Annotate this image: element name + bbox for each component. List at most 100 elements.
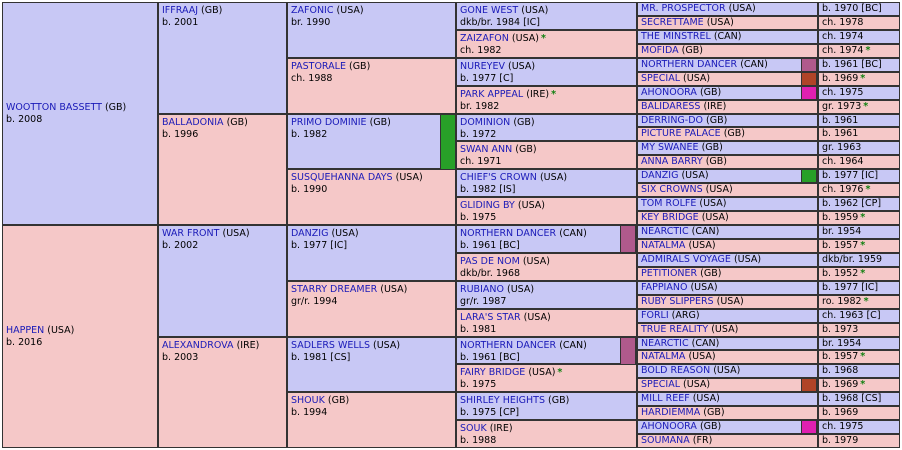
horse-name-link[interactable]: FORLI bbox=[641, 309, 669, 321]
horse-name-link[interactable]: DANZIG bbox=[641, 170, 679, 182]
horse-name-link[interactable]: HAPPEN bbox=[6, 324, 45, 336]
horse-info: b. 1957 bbox=[822, 239, 859, 251]
horse-name-link[interactable]: MOFIDA bbox=[641, 44, 679, 56]
horse-name-link[interactable]: RUBY SLIPPERS bbox=[641, 295, 714, 307]
horse-name-link[interactable]: DANZIG bbox=[291, 228, 329, 239]
horse-info: b. 1968 bbox=[822, 365, 859, 377]
horse-cell: SADLERS WELLS (USA) b. 1981 [CS] bbox=[287, 336, 456, 393]
horse-name-link[interactable]: NATALMA bbox=[641, 239, 686, 251]
horse-name-link[interactable]: SHIRLEY HEIGHTS bbox=[460, 395, 545, 407]
horse-info: ch. 1964 bbox=[822, 156, 864, 168]
horse-info-cell: ch. 1964 bbox=[818, 155, 900, 170]
horse-info: gr/r. 1994 bbox=[291, 295, 338, 307]
horse-name-link[interactable]: IFFRAAJ bbox=[162, 5, 199, 16]
horse-cell: ZAFONIC (USA) br. 1990 bbox=[287, 2, 456, 58]
horse-name-link[interactable]: NEARCTIC bbox=[641, 337, 689, 349]
horse-name-link[interactable]: SWAN ANN bbox=[460, 144, 513, 156]
horse-name-link[interactable]: BOLD REASON bbox=[641, 365, 711, 377]
horse-nationality: (GB) bbox=[327, 395, 350, 407]
horse-name-link[interactable]: ZAIZAFON bbox=[460, 32, 509, 44]
horse-name-link[interactable]: NATALMA bbox=[641, 351, 686, 363]
horse-name-link[interactable]: THE MINSTREL bbox=[641, 30, 711, 42]
horse-info: b. 1975 bbox=[460, 379, 497, 391]
horse-name-link[interactable]: CHIEF'S CROWN bbox=[460, 172, 537, 184]
horse-name-link[interactable]: MY SWANEE bbox=[641, 142, 699, 154]
horse-nationality: (GB) bbox=[701, 142, 723, 154]
horse-name-link[interactable]: TOM ROLFE bbox=[641, 198, 697, 210]
horse-name-link[interactable]: KEY BRIDGE bbox=[641, 212, 699, 224]
horse-cell: STARRY DREAMER (USA) gr/r. 1994 bbox=[287, 280, 456, 337]
horse-name-link[interactable]: DOMINION bbox=[460, 116, 511, 128]
horse-info-cell: b. 1968 [CS] bbox=[818, 392, 900, 407]
horse-name-link[interactable]: AHONOORA bbox=[641, 421, 697, 433]
horse-line: HAPPEN (USA) bbox=[6, 325, 154, 337]
horse-name-link[interactable]: NORTHERN DANCER bbox=[460, 339, 557, 351]
horse-name-link[interactable]: NUREYEV bbox=[460, 60, 505, 72]
horse-name-link[interactable]: SPECIAL bbox=[641, 379, 680, 391]
horse-name-link[interactable]: MILL REEF bbox=[641, 393, 690, 405]
horse-info: b. 1972 bbox=[460, 128, 497, 140]
horse-name-link[interactable]: RUBIANO bbox=[460, 283, 504, 295]
horse-name-link[interactable]: MR. PROSPECTOR bbox=[641, 3, 726, 14]
horse-nationality: (GB) bbox=[723, 128, 745, 140]
horse-name-link[interactable]: GONE WEST bbox=[460, 5, 519, 16]
horse-info-cell: b. 1973 bbox=[818, 322, 900, 337]
horse-line: LARA'S STAR (USA) bbox=[460, 312, 633, 324]
horse-nationality: (USA) bbox=[331, 228, 359, 239]
horse-name-link[interactable]: NORTHERN DANCER bbox=[641, 58, 738, 70]
horse-line: STARRY DREAMER (USA) bbox=[291, 284, 452, 296]
horse-name-link[interactable]: WOOTTON BASSETT bbox=[6, 101, 102, 113]
horse-name-link[interactable]: PARK APPEAL bbox=[460, 88, 524, 100]
horse-cell: NORTHERN DANCER (CAN) b. 1961 [BC] bbox=[456, 225, 637, 253]
horse-line: RUBIANO (USA) bbox=[460, 284, 633, 296]
horse-cell: TOM ROLFE (USA) bbox=[637, 197, 818, 212]
horse-name-link[interactable]: TRUE REALITY bbox=[641, 323, 709, 335]
horse-name-link[interactable]: PICTURE PALACE bbox=[641, 128, 721, 140]
horse-name-link[interactable]: ADMIRALS VOYAGE bbox=[641, 253, 731, 265]
horse-name-link[interactable]: NORTHERN DANCER bbox=[460, 228, 557, 239]
horse-info: b. 1982 bbox=[291, 128, 328, 140]
horse-name-link[interactable]: FAPPIANO bbox=[641, 281, 688, 293]
horse-name-link[interactable]: GLIDING BY bbox=[460, 200, 515, 212]
horse-name-link[interactable]: DERRING-DO bbox=[641, 114, 704, 126]
horse-info: b. 1961 [BC] bbox=[460, 351, 520, 363]
horse-name-link[interactable]: ALEXANDROVA bbox=[162, 339, 234, 351]
horse-info-cell: br. 1954 bbox=[818, 225, 900, 239]
horse-name-link[interactable]: FAIRY BRIDGE bbox=[460, 367, 526, 379]
horse-cell: SUSQUEHANNA DAYS (USA) b. 1990 bbox=[287, 169, 456, 225]
horse-name-link[interactable]: STARRY DREAMER bbox=[291, 283, 378, 295]
horse-name-link[interactable]: SOUK bbox=[460, 423, 487, 435]
horse-nationality: (USA) bbox=[380, 283, 408, 295]
horse-name-link[interactable]: NEARCTIC bbox=[641, 226, 689, 237]
horse-cell: NEARCTIC (CAN) bbox=[637, 225, 818, 239]
horse-name-link[interactable]: SECRETTAME bbox=[641, 16, 704, 28]
horse-nationality: (USA) bbox=[47, 324, 75, 336]
horse-info-cell: b. 1952 * bbox=[818, 266, 900, 281]
horse-name-link[interactable]: SUSQUEHANNA DAYS bbox=[291, 172, 393, 184]
horse-cell: RUBIANO (USA) gr/r. 1987 bbox=[456, 280, 637, 309]
horse-name-link[interactable]: SHOUK bbox=[291, 395, 325, 407]
horse-name-link[interactable]: BALLADONIA bbox=[162, 116, 224, 128]
horse-name-link[interactable]: PRIMO DOMINIE bbox=[291, 116, 367, 128]
horse-name-link[interactable]: PAS DE NOM bbox=[460, 255, 520, 267]
horse-name-link[interactable]: ZAFONIC bbox=[291, 5, 334, 16]
horse-cell: SHOUK (GB) b. 1994 bbox=[287, 392, 456, 448]
horse-name-link[interactable]: BALIDARESS bbox=[641, 100, 701, 112]
horse-nationality: (USA) bbox=[705, 184, 733, 196]
horse-name-link[interactable]: PASTORALE bbox=[291, 60, 346, 72]
horse-info: br. 1954 bbox=[822, 337, 862, 349]
horse-name-link[interactable]: ANNA BARRY bbox=[641, 156, 703, 168]
horse-name-link[interactable]: SPECIAL bbox=[641, 72, 680, 84]
horse-name-link[interactable]: WAR FRONT bbox=[162, 228, 220, 239]
horse-info-cell: ro. 1982 * bbox=[818, 294, 900, 309]
horse-name-link[interactable]: AHONOORA bbox=[641, 86, 697, 98]
horse-name-link[interactable]: SADLERS WELLS bbox=[291, 339, 370, 351]
horse-name-link[interactable]: HARDIEMMA bbox=[641, 407, 701, 419]
horse-name-link[interactable]: SIX CROWNS bbox=[641, 184, 703, 196]
horse-info: b. 1981 [CS] bbox=[291, 351, 351, 363]
horse-nationality: (USA) bbox=[688, 351, 716, 363]
horse-name-link[interactable]: SOUMANA bbox=[641, 435, 690, 447]
horse-name-link[interactable]: LARA'S STAR bbox=[460, 311, 521, 323]
horse-name-link[interactable]: PETITIONER bbox=[641, 267, 698, 279]
